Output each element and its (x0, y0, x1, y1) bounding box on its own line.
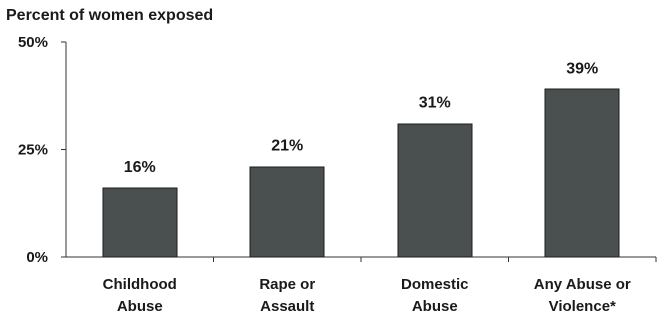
y-tick-label: 50% (18, 34, 48, 51)
x-tick-label: Childhood (103, 276, 177, 293)
bar (397, 123, 473, 258)
bar (249, 166, 325, 258)
data-label: 21% (271, 138, 303, 155)
x-tick-label: Violence* (549, 298, 616, 315)
x-tick-label: Abuse (412, 298, 458, 315)
x-tick-label: Domestic (401, 276, 469, 293)
x-tick-label: Rape or (259, 276, 315, 293)
data-label: 31% (419, 95, 451, 112)
bars (102, 88, 620, 258)
y-tick-label: 25% (18, 142, 48, 159)
chart-title: Percent of women exposed (6, 7, 213, 24)
labels: 0% 25% 50% 16% Childhood Abuse 21% Rape or Assau… (18, 34, 631, 315)
data-label: 39% (566, 60, 598, 77)
x-tick-label: Any Abuse or (534, 276, 631, 293)
x-tick-label: Assault (260, 298, 314, 315)
x-tick-label: Abuse (117, 298, 163, 315)
bar (102, 187, 178, 258)
bar (544, 88, 620, 258)
data-label: 16% (124, 159, 156, 176)
y-tick-label: 0% (26, 249, 48, 266)
